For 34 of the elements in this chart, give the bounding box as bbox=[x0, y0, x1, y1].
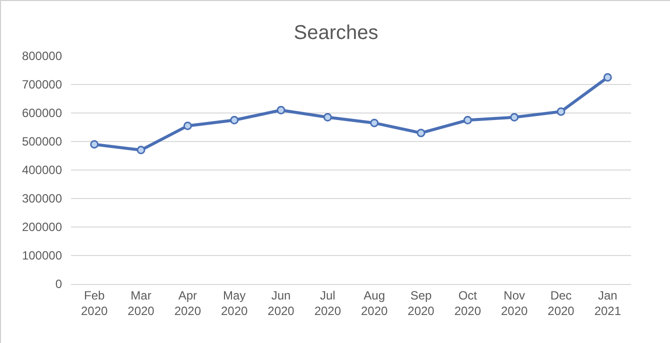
y-tick-label: 200000 bbox=[22, 220, 62, 234]
y-tick-label: 400000 bbox=[22, 163, 62, 178]
x-tick-label: Mar 2020 bbox=[128, 288, 155, 318]
point bbox=[416, 128, 426, 138]
point bbox=[510, 113, 519, 122]
x-tick-label: Aug 2020 bbox=[360, 288, 388, 318]
point bbox=[556, 107, 566, 116]
y-tick-label: 500000 bbox=[22, 134, 62, 149]
y-tick-label: 100000 bbox=[22, 248, 62, 263]
point bbox=[463, 116, 472, 124]
y-tick-label: 300000 bbox=[22, 192, 62, 206]
y-tick-label: 800000 bbox=[22, 49, 62, 64]
chart-title: Searches bbox=[294, 22, 378, 44]
y-tick-label: 700000 bbox=[22, 78, 62, 92]
x-tick-label: Dec 2020 bbox=[548, 288, 575, 318]
x-tick-label: Nov 2020 bbox=[500, 288, 528, 318]
x-tick-label: Jun 2020 bbox=[268, 288, 295, 318]
point bbox=[136, 146, 146, 154]
point bbox=[370, 118, 379, 128]
point bbox=[276, 106, 286, 114]
x-tick-label: Apr 2020 bbox=[174, 288, 202, 318]
x-tick-label: Sep 2020 bbox=[408, 288, 435, 318]
point bbox=[603, 73, 612, 82]
x-tick-label: Jul 2020 bbox=[314, 288, 342, 318]
x-tick-label: May 2020 bbox=[220, 288, 248, 318]
x-tick-label: Oct 2020 bbox=[454, 288, 482, 318]
y-tick-label: 600000 bbox=[22, 106, 62, 120]
point bbox=[183, 122, 192, 130]
x-tick-label: Feb 2020 bbox=[80, 288, 108, 318]
x-tick-label: Jan 2021 bbox=[594, 288, 622, 318]
point bbox=[90, 140, 99, 149]
y-tick-label: 0 bbox=[55, 277, 62, 292]
point bbox=[230, 116, 239, 124]
point bbox=[323, 113, 332, 122]
